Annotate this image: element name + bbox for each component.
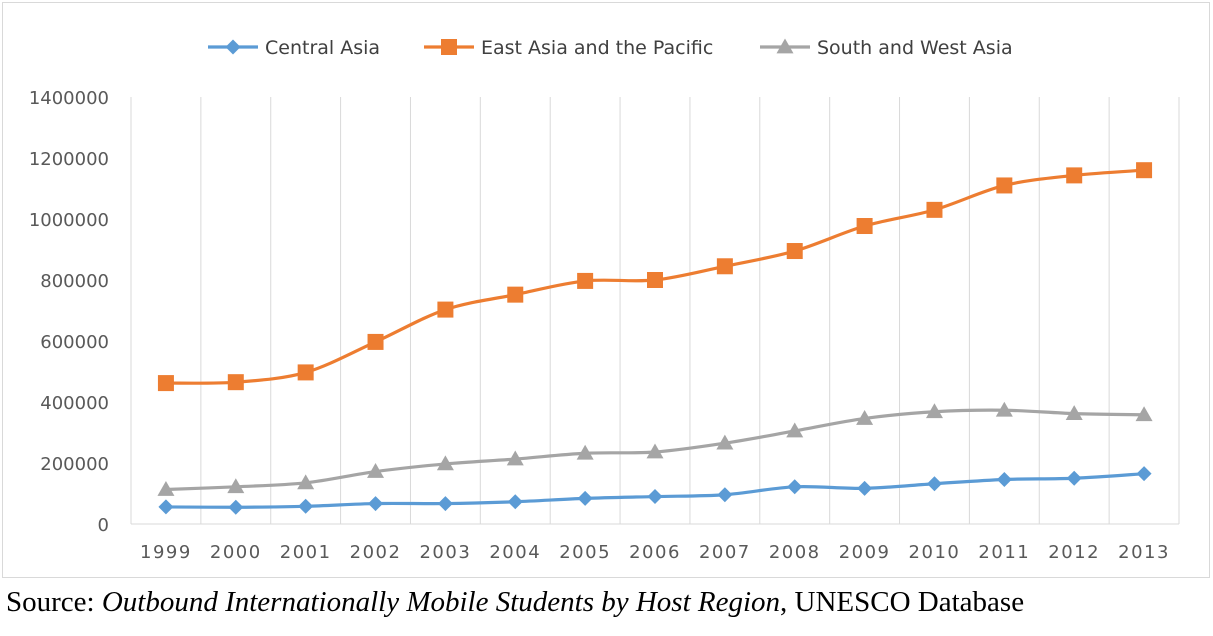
y-tick-label: 0 (98, 515, 109, 536)
chart-frame: 0 200000 400000 600000 800000 1000000 1200000 1… (2, 2, 1210, 578)
x-tick-label: 2007 (699, 542, 751, 563)
data-point (647, 489, 663, 505)
data-point (787, 479, 803, 495)
data-point (228, 499, 244, 515)
data-point (227, 478, 245, 494)
data-point (926, 476, 942, 492)
legend-entry: East Asia and the Pacific (424, 37, 713, 59)
legend-marker (776, 38, 794, 54)
data-point (367, 333, 384, 350)
data-point (576, 444, 594, 460)
series-south-and-west-asia (157, 401, 1153, 496)
source-prefix: Source: (6, 586, 102, 618)
legend-entry: Central Asia (208, 37, 380, 59)
data-point (157, 481, 175, 496)
data-point (227, 374, 244, 391)
data-point (507, 286, 524, 303)
y-tick-label: 800000 (40, 271, 109, 292)
x-tick-label: 2013 (1118, 542, 1170, 563)
series-central-asia (158, 466, 1152, 515)
y-tick-label: 400000 (40, 393, 109, 414)
data-point (1135, 406, 1153, 422)
line-chart: 0 200000 400000 600000 800000 1000000 1200000 1… (29, 37, 1180, 563)
y-tick-label: 1400000 (29, 88, 109, 109)
data-point (995, 401, 1013, 417)
data-point (926, 201, 943, 218)
data-point (786, 243, 803, 260)
y-tick-label: 1200000 (29, 149, 109, 170)
x-tick-label: 2008 (769, 542, 821, 563)
data-point (1066, 470, 1082, 486)
data-point (436, 455, 454, 471)
x-tick-label: 2012 (1048, 542, 1100, 563)
x-tick-label: 2011 (978, 542, 1030, 563)
legend-label: East Asia and the Pacific (481, 37, 713, 59)
x-tick-label: 2005 (559, 542, 611, 563)
data-point (1065, 405, 1083, 420)
x-tick-label: 2009 (839, 542, 891, 563)
data-point (1066, 167, 1083, 184)
x-tick-label: 2004 (489, 542, 541, 563)
data-point (368, 496, 384, 512)
data-point (925, 403, 943, 419)
data-point (1136, 466, 1152, 482)
data-point (856, 218, 873, 235)
legend-entry: South and West Asia (760, 37, 1013, 59)
y-tick-label: 600000 (40, 332, 109, 353)
legend-label: South and West Asia (817, 37, 1013, 59)
data-point (157, 375, 174, 392)
x-tick-label: 1999 (140, 542, 192, 563)
data-point (437, 496, 453, 512)
data-point (367, 463, 385, 478)
source-caption: Source: Outbound Internationally Mobile … (6, 586, 1206, 630)
data-point (297, 474, 315, 490)
axes: 0 200000 400000 600000 800000 1000000 1200000 1… (29, 88, 1179, 563)
series-east-asia-and-the-pacific (157, 162, 1153, 392)
data-point (437, 301, 454, 318)
legend: Central Asia East Asia and the Pacific Sou… (208, 37, 1013, 59)
series (157, 162, 1153, 515)
source-title: Outbound Internationally Mobile Students… (101, 586, 781, 618)
x-tick-label: 2003 (419, 542, 471, 563)
x-tick-label: 2001 (280, 542, 332, 563)
data-point (298, 498, 314, 514)
x-tick-label: 2002 (350, 542, 402, 563)
data-point (577, 490, 593, 506)
data-point (856, 409, 874, 425)
data-point (786, 422, 804, 438)
y-tick-label: 200000 (40, 454, 109, 475)
x-tick-label: 2006 (629, 542, 681, 563)
data-point (717, 487, 733, 503)
data-point (158, 499, 174, 515)
data-point (716, 434, 734, 450)
x-tick-label: 2000 (210, 542, 262, 563)
data-point (297, 364, 314, 381)
data-point (646, 443, 664, 459)
data-point (507, 494, 523, 510)
legend-marker (441, 39, 457, 55)
data-point (1136, 162, 1153, 179)
source-suffix: , UNESCO Database (780, 586, 1025, 618)
data-point (857, 480, 873, 496)
legend-label: Central Asia (265, 37, 380, 59)
data-point (506, 450, 524, 466)
legend-marker (225, 39, 241, 55)
data-point (716, 258, 733, 275)
data-point (996, 471, 1012, 487)
data-point (577, 272, 594, 289)
data-point (647, 272, 663, 288)
data-point (996, 177, 1013, 194)
grid (130, 97, 1180, 524)
x-tick-label: 2010 (909, 542, 961, 563)
y-tick-label: 1000000 (29, 210, 109, 231)
